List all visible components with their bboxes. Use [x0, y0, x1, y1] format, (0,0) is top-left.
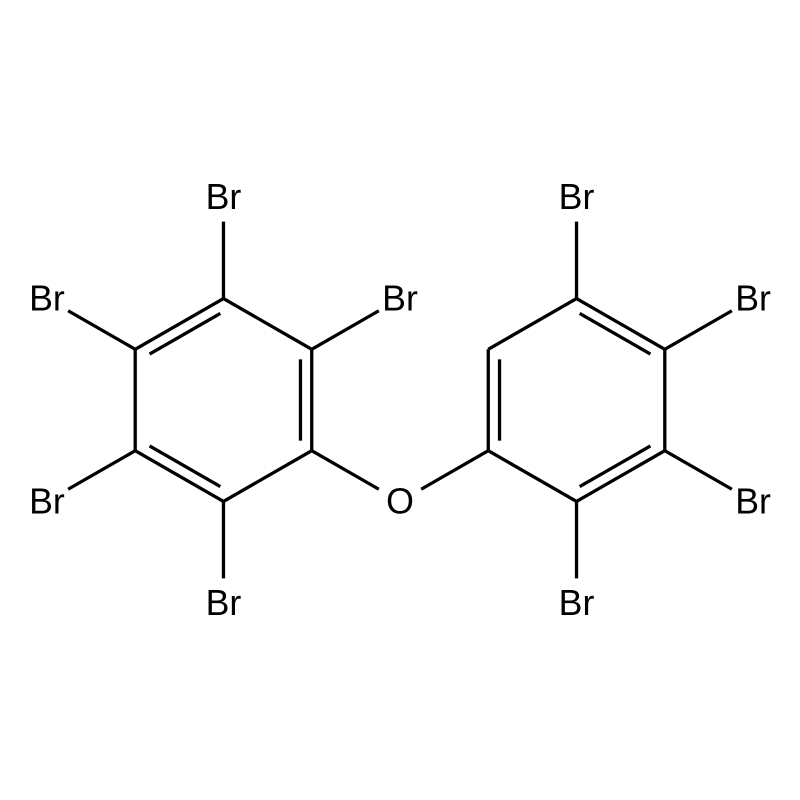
bond: [68, 311, 135, 350]
bond: [312, 311, 379, 350]
bond: [665, 311, 732, 350]
bonds-group: [68, 222, 732, 579]
bond: [223, 299, 311, 350]
bond: [223, 451, 311, 502]
bond: [135, 299, 223, 350]
bond: [135, 451, 223, 502]
bond: [68, 451, 135, 490]
atom-label-br: Br: [735, 481, 771, 521]
atom-label-br: Br: [29, 279, 65, 319]
atom-label-br: Br: [29, 481, 65, 521]
molecule-diagram: Br Br Br Br Br O Br Br Br Br: [0, 0, 800, 800]
bond: [488, 299, 576, 350]
atom-label-br: Br: [206, 177, 242, 217]
atom-label-br: Br: [382, 279, 418, 319]
atom-label-br: Br: [735, 279, 771, 319]
atom-label-br: Br: [559, 177, 595, 217]
bond: [312, 451, 379, 490]
bond: [577, 299, 665, 350]
atom-label-o: O: [386, 481, 414, 521]
bond: [665, 451, 732, 490]
atom-label-br: Br: [206, 583, 242, 623]
atom-label-br: Br: [559, 583, 595, 623]
bond: [488, 451, 576, 502]
atom-labels-group: Br Br Br Br Br O Br Br Br Br: [29, 177, 771, 623]
bond: [421, 451, 488, 490]
bond: [577, 451, 665, 502]
